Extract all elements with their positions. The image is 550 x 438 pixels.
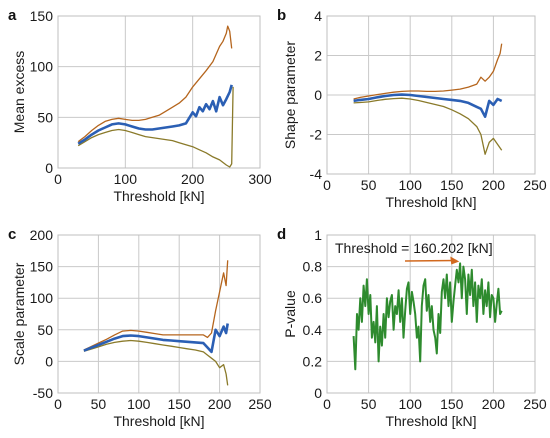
- threshold-annotation: Threshold = 160.202 [kN]: [335, 240, 493, 256]
- x-tick-label: 50: [91, 396, 107, 412]
- series-line-estimate: [353, 93, 503, 118]
- panel-letter: a: [8, 7, 17, 24]
- y-tick-label: 1: [314, 227, 322, 243]
- annotation-arrowhead: [450, 256, 460, 265]
- y-tick-label: 100: [30, 59, 54, 75]
- x-tick-label: 0: [323, 396, 331, 412]
- x-tick-label: 0: [323, 177, 331, 193]
- series-line-upper-ci: [353, 43, 503, 100]
- x-tick-label: 100: [114, 171, 138, 187]
- panel-c: 0 50 100 150 200 250-50050100150200Threshold …: [8, 226, 272, 429]
- x-tick-label: 200: [482, 177, 506, 193]
- panel-letter: d: [277, 226, 286, 243]
- x-tick-label: 0: [54, 396, 62, 412]
- x-tick-label: 300: [248, 171, 272, 187]
- annotation-arrow: [404, 259, 457, 262]
- plot-frame: [57, 234, 261, 394]
- x-tick-label: 100: [399, 177, 423, 193]
- x-tick-label: 200: [482, 396, 506, 412]
- y-tick-label: 100: [30, 290, 54, 306]
- series-line-lower-ci: [353, 97, 503, 155]
- y-tick-label: 150: [30, 259, 54, 275]
- series-line-upper-ci: [83, 260, 229, 351]
- y-tick-label: -2: [310, 127, 323, 143]
- panel-letter: c: [8, 226, 16, 243]
- y-tick-label: 0: [314, 87, 322, 103]
- x-tick-label: 0: [54, 171, 62, 187]
- x-tick-label: 50: [361, 177, 377, 193]
- y-tick-label: 0: [314, 385, 322, 401]
- y-tick-label: 0.8: [303, 259, 323, 275]
- y-tick-label: -4: [310, 166, 323, 182]
- y-tick-label: 50: [37, 109, 53, 125]
- x-axis-label: Threshold [kN]: [113, 188, 204, 204]
- series-line-estimate: [77, 84, 233, 145]
- x-axis-label: Threshold [kN]: [385, 413, 476, 429]
- y-tick-label: 0: [45, 353, 53, 369]
- y-axis-label: Shape parameter: [282, 41, 298, 150]
- plot-frame: [326, 15, 536, 175]
- y-axis-label: P-value: [282, 290, 298, 338]
- y-tick-label: 0.2: [303, 353, 323, 369]
- x-axis-label: Threshold [kN]: [113, 413, 204, 429]
- plot-frame: [57, 15, 261, 169]
- panel-b: 0 50 100 150 200 250 -4 -2 0 2 4 Threshold [kN] Shap…: [277, 7, 547, 210]
- panel-d: 0 50 100 150 200 250 0 0.2 0.4 0.6 0.8 1 Threshold […: [277, 226, 547, 429]
- panel-letter: b: [277, 7, 286, 24]
- y-tick-label: 0.6: [303, 290, 323, 306]
- y-tick-label: 0.4: [303, 322, 323, 338]
- series-line-p-value: [352, 262, 503, 371]
- y-tick-label: 2: [314, 48, 322, 64]
- x-tick-label: 150: [440, 177, 464, 193]
- panel-a: 0 100 200 300 0 50 100 150 Threshold [kN] Mean ex…: [8, 7, 272, 204]
- series-line-estimate: [83, 323, 229, 354]
- x-tick-label: 250: [248, 396, 272, 412]
- y-axis-label: Scale parameter: [11, 262, 27, 365]
- x-tick-label: 100: [127, 396, 151, 412]
- y-tick-label: 200: [30, 227, 54, 243]
- x-tick-label: 250: [523, 177, 547, 193]
- y-tick-label: 50: [37, 322, 53, 338]
- series-line-lower-ci: [77, 86, 234, 168]
- x-tick-label: 150: [440, 396, 464, 412]
- y-tick-label: 4: [314, 8, 322, 24]
- series-line-upper-ci: [77, 25, 233, 143]
- x-tick-label: 50: [361, 396, 377, 412]
- series-line-lower-ci: [83, 339, 229, 386]
- y-tick-label: 0: [45, 160, 53, 176]
- y-tick-label: 150: [30, 8, 54, 24]
- x-axis-label: Threshold [kN]: [385, 194, 476, 210]
- y-tick-label: -50: [33, 385, 53, 401]
- x-tick-label: 200: [208, 396, 232, 412]
- plot-frame: [326, 234, 536, 394]
- x-tick-label: 250: [523, 396, 547, 412]
- x-tick-label: 100: [399, 396, 423, 412]
- x-tick-label: 150: [168, 396, 192, 412]
- y-axis-label: Mean excess: [11, 51, 27, 133]
- x-tick-label: 200: [181, 171, 205, 187]
